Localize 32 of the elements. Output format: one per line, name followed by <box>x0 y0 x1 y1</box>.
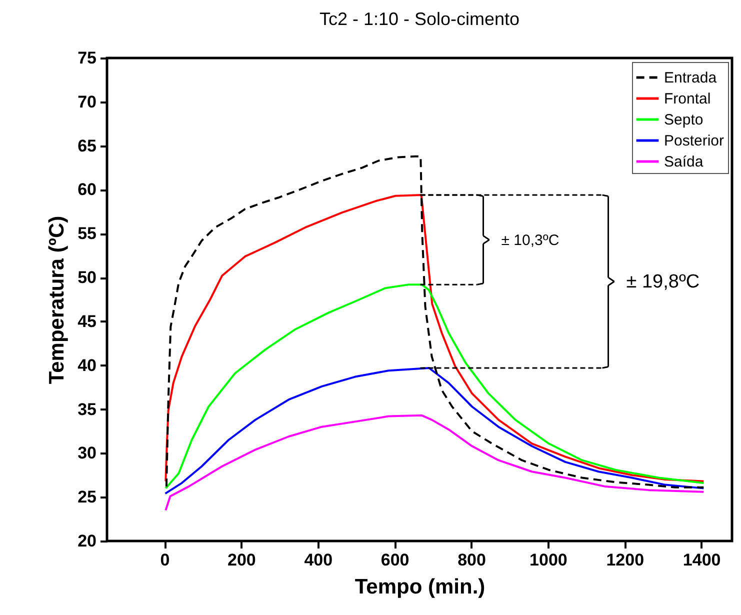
line-series <box>164 414 705 512</box>
y-tick-label: 40 <box>78 356 96 375</box>
y-tick-label: 30 <box>78 444 96 463</box>
y-tick-label: 65 <box>78 136 96 156</box>
y-axis-title: Temperatura (ºC) <box>46 216 69 384</box>
legend-label: Saída <box>664 154 704 170</box>
y-tick-label: 75 <box>78 48 96 68</box>
annotation: ± 19,8ºC <box>626 271 700 292</box>
chart-title: Tc2 - 1:10 - Solo-cimento <box>319 9 520 29</box>
legend-label: Frontal <box>664 90 711 108</box>
legend-label: Entrada <box>664 70 718 86</box>
x-tick-label: 1200 <box>606 550 644 570</box>
x-tick-label: 200 <box>228 550 256 570</box>
annotation: ± 10,3ºC <box>501 232 560 249</box>
y-tick-label: 70 <box>78 92 96 112</box>
legend-label: Posterior <box>664 132 724 150</box>
x-tick-label: 600 <box>380 550 410 570</box>
y-tick-label: 50 <box>78 268 96 288</box>
x-axis-title: Tempo (min.) <box>354 576 486 598</box>
y-tick-label: 20 <box>78 532 96 550</box>
x-tick-label: 1400 <box>682 550 721 570</box>
x-tick-label: 400 <box>304 550 333 570</box>
x-tick-label: 800 <box>458 550 486 570</box>
y-tick-label: 55 <box>78 224 96 244</box>
y-tick-label: 25 <box>78 488 96 507</box>
y-tick-label: 35 <box>78 400 96 419</box>
y-tick-label: 45 <box>78 312 96 331</box>
line-series <box>164 367 705 495</box>
legend-label: Septo <box>664 112 704 128</box>
x-tick-label: 1000 <box>530 550 568 570</box>
x-tick-label: 0 <box>160 550 170 570</box>
y-tick-label: 60 <box>78 180 96 200</box>
